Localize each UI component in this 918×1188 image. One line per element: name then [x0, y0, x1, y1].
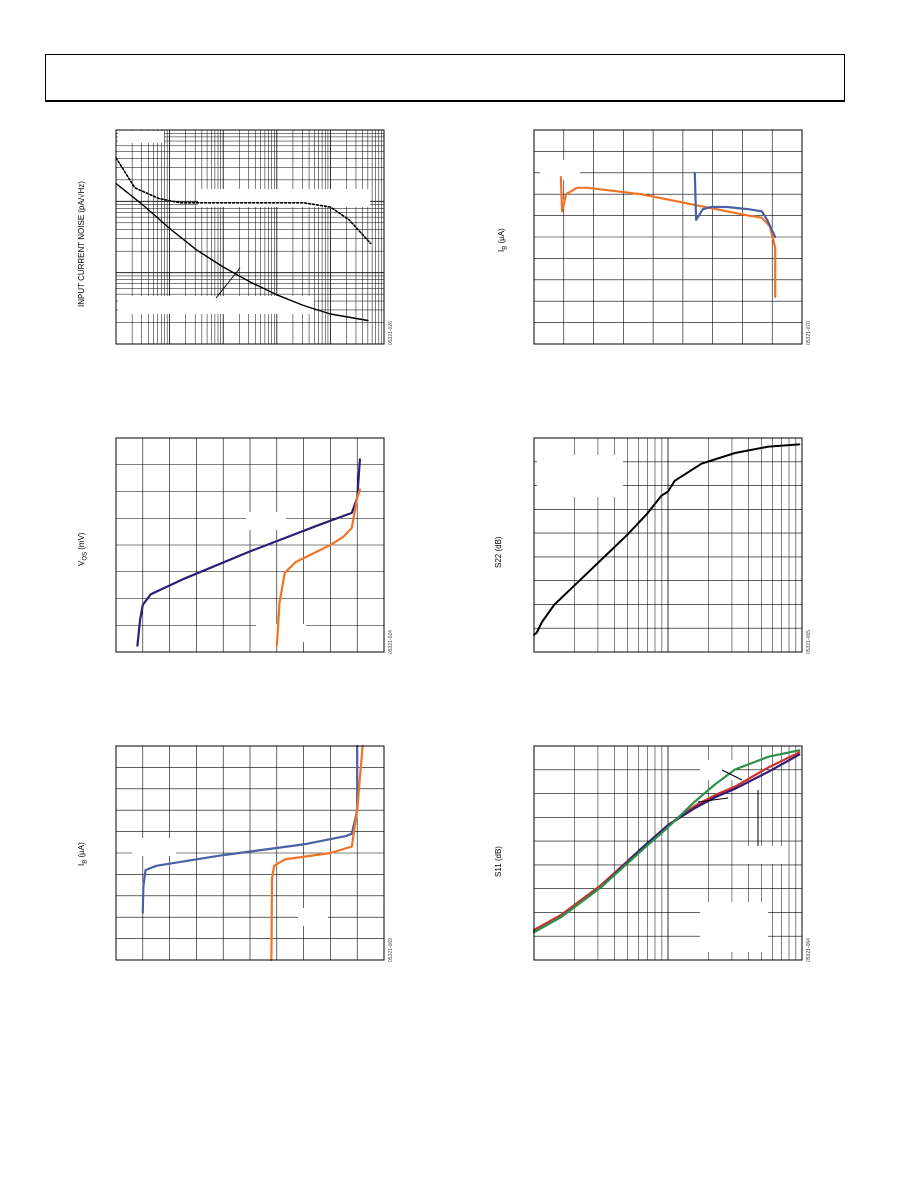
legend-box — [700, 902, 768, 952]
legend-box — [132, 838, 176, 856]
chart-p4 — [533, 437, 803, 653]
plot-frame — [533, 745, 803, 961]
legend-box — [256, 624, 306, 642]
legend-box — [537, 455, 623, 497]
page-header-box — [45, 54, 845, 102]
plot-frame — [115, 437, 385, 653]
series-line-2 — [115, 182, 369, 322]
chart-p2 — [533, 129, 803, 345]
annotation-arrows — [215, 267, 759, 846]
chart-p5 — [115, 744, 385, 962]
legend-box — [198, 189, 370, 207]
series-line-3 — [532, 749, 801, 934]
plot-frame — [115, 129, 385, 345]
legend-box — [246, 512, 286, 530]
plot-frame — [115, 745, 385, 961]
legend-box — [298, 908, 328, 926]
chart-p1 — [115, 129, 385, 345]
legend-box — [700, 760, 736, 780]
series-line-1 — [533, 443, 801, 636]
plot-frame — [533, 437, 803, 653]
series-line-2 — [693, 171, 777, 239]
chart-p3 — [115, 437, 385, 653]
series-line-2 — [275, 488, 361, 647]
series-line-1 — [136, 458, 361, 647]
legend-box — [540, 160, 580, 180]
series-line-2 — [270, 744, 364, 962]
callout-arrow — [215, 267, 241, 299]
plot-frame — [533, 129, 803, 345]
chart-p6 — [532, 745, 803, 961]
legend-box — [748, 846, 782, 864]
callout-arrow — [721, 769, 743, 781]
legend-box — [118, 296, 314, 314]
series-line-1 — [115, 157, 372, 245]
legend-box — [118, 131, 164, 143]
callout-arrow — [697, 797, 729, 803]
